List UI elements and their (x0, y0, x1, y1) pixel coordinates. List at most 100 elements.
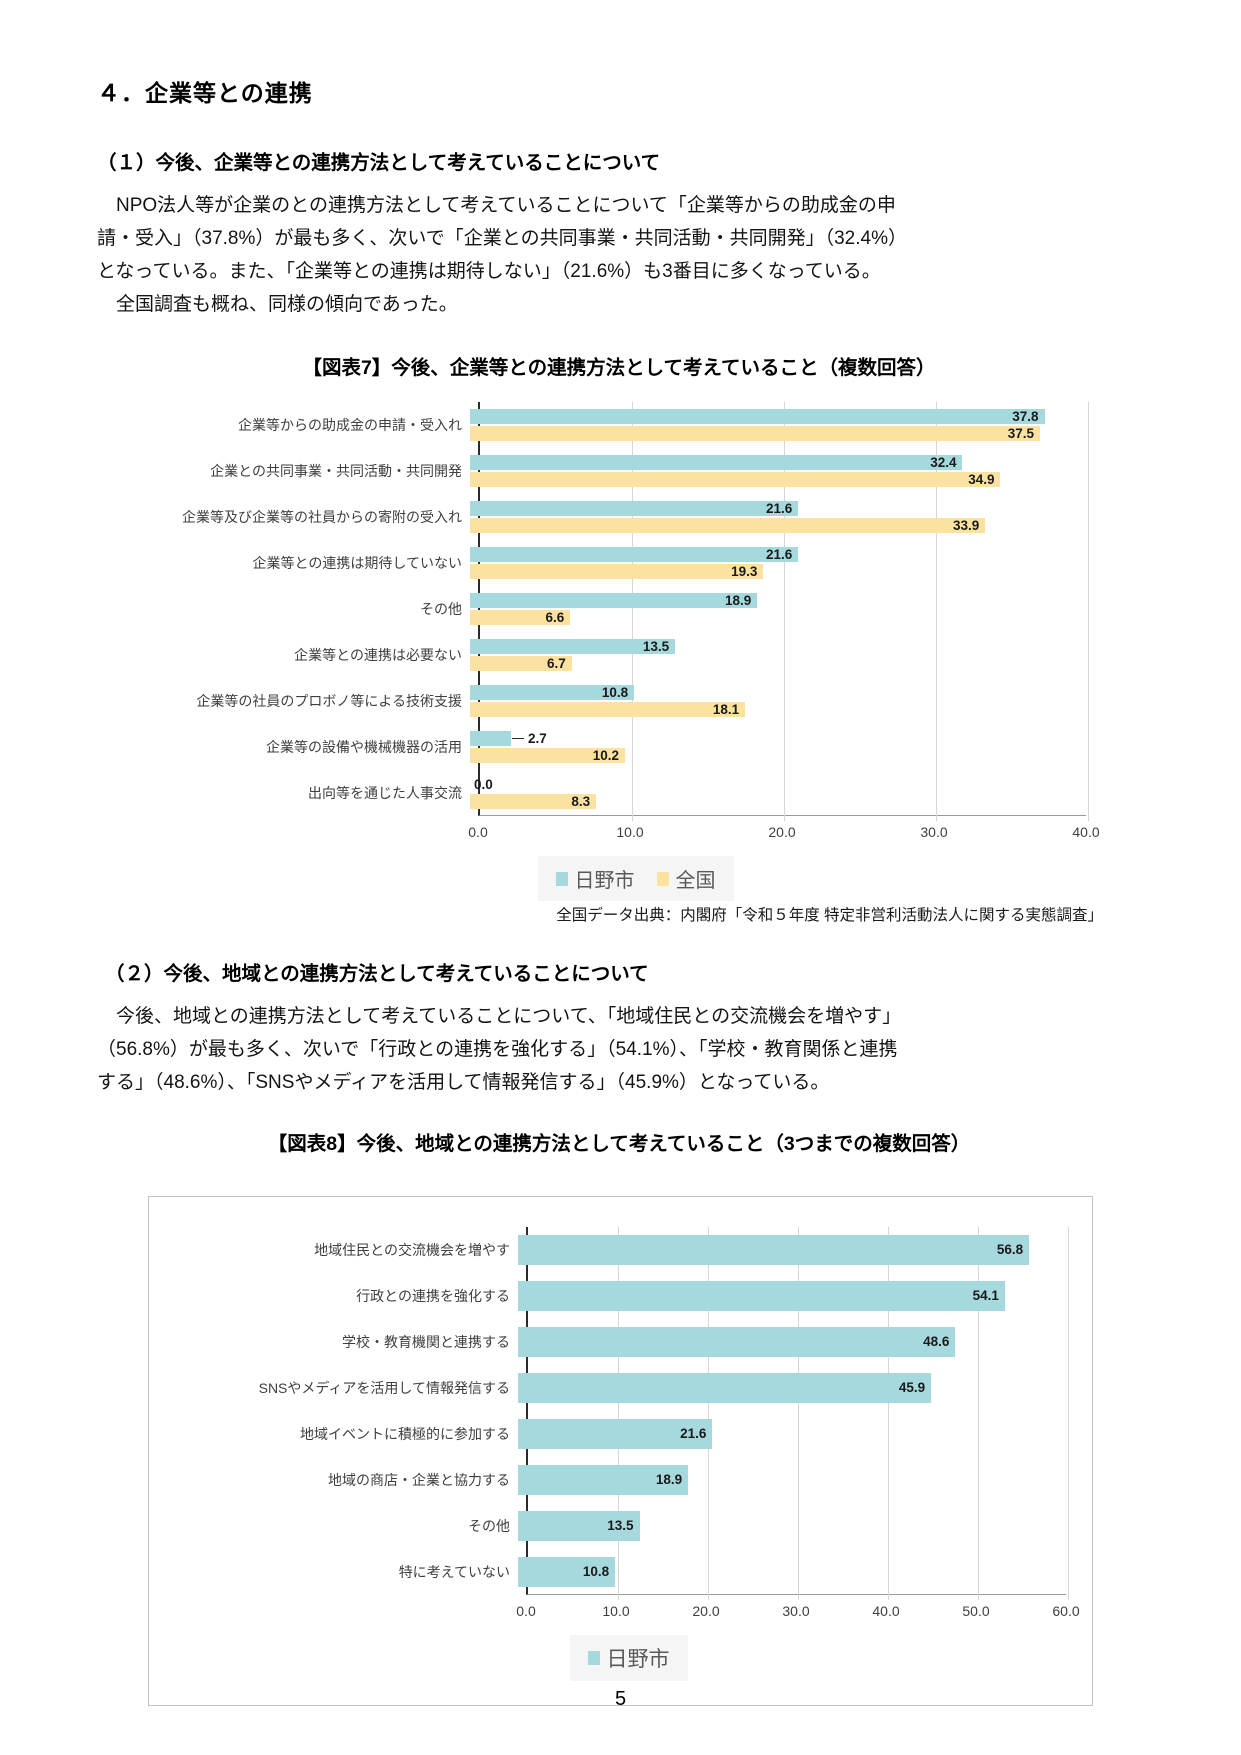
value-label: 54.1 (972, 1288, 999, 1303)
bar-日野市: 54.1 (518, 1281, 1005, 1311)
figure7-legend: 日野市 全国 (130, 856, 1141, 901)
row-bars: 21.6 (518, 1419, 1058, 1449)
bar-日野市: 21.6 (470, 501, 799, 517)
bar-全国: 8.3 (470, 794, 597, 810)
bar-line: 21.6 (518, 1419, 1058, 1449)
value-label: 18.1 (712, 702, 740, 718)
value-label: 48.6 (923, 1334, 950, 1349)
row-bars: 2.7 10.2 (470, 731, 1078, 763)
figure7-chart: 企業等からの助成金の申請・受入れ 37.8 37.5 企業との共同事業・共同活動・共同… (130, 402, 1141, 901)
row-bars: 21.6 33.9 (470, 501, 1078, 533)
page-number: 5 (614, 1688, 627, 1710)
value-label: 13.5 (642, 639, 670, 655)
value-label: 37.8 (1012, 409, 1039, 425)
bar-line: 8.3 (470, 794, 1078, 809)
value-label: 10.8 (582, 1564, 610, 1579)
value-label: 10.2 (592, 748, 620, 764)
figure8-chart: 地域住民との交流機会を増やす 56.8 行政との連携を強化する 54.1 学校・教育機関… (165, 1227, 1092, 1681)
bar-line: 34.9 (470, 472, 1078, 487)
bar-line: 13.5 (470, 639, 1078, 654)
bar-line: 10.8 (470, 685, 1078, 700)
figure8-title: 【図表8】今後、地域との連携方法として考えていること（3つまでの複数回答） (267, 1133, 971, 1155)
figure7-plot-area: 企業等からの助成金の申請・受入れ 37.8 37.5 企業との共同事業・共同活動・共同… (130, 402, 1141, 821)
figure7-source-note: 全国データ出典：内閣府「令和５年度 特定非営利活動法人に関する実態調査」 (556, 907, 1103, 924)
category-label: 行政との連携を強化する (356, 1287, 510, 1304)
gridline (618, 1227, 619, 1600)
bar-line: 18.9 (470, 593, 1078, 608)
figure7-title: 【図表7】今後、企業等との連携方法として考えていること（複数回答） (302, 357, 936, 379)
bar-line: 45.9 (518, 1373, 1058, 1403)
legend-swatch (587, 1651, 600, 1665)
row-bars: 21.6 19.3 (470, 547, 1078, 579)
legend-label: 全国 (675, 870, 716, 892)
x-tick-label: 30.0 (920, 824, 948, 840)
bar-日野市: 21.6 (518, 1419, 713, 1449)
x-tick-label: 20.0 (692, 1603, 720, 1619)
value-label: 8.3 (571, 794, 591, 810)
row-bars: 45.9 (518, 1373, 1058, 1403)
bar-日野市: 56.8 (518, 1235, 1030, 1265)
category-label: 地域イベントに積極的に参加する (300, 1425, 510, 1442)
row-bars: 48.6 (518, 1327, 1058, 1357)
bar-日野市: 48.6 (518, 1327, 956, 1357)
row-bars: 10.8 (518, 1557, 1058, 1587)
gridline (784, 402, 785, 821)
x-tick-label: 0.0 (516, 1603, 536, 1619)
plot-grid (526, 1227, 1069, 1600)
value-label: 33.9 (952, 518, 980, 534)
figure8-plot-area: 地域住民との交流機会を増やす 56.8 行政との連携を強化する 54.1 学校・教育機関… (165, 1227, 1092, 1600)
bar-line: 13.5 (518, 1511, 1058, 1541)
bar-全国: 18.1 (470, 702, 746, 718)
row-bars: 32.4 34.9 (470, 455, 1078, 487)
x-tick-label: 10.0 (602, 1603, 630, 1619)
value-label: 13.5 (607, 1518, 634, 1533)
x-tick-label: 30.0 (782, 1603, 810, 1619)
chart-row: 出向等を通じた人事交流 0.0 8.3 (130, 770, 1141, 816)
bar-line: 6.6 (470, 610, 1078, 625)
value-label: 21.6 (766, 501, 793, 517)
bar-日野市: 13.5 (470, 639, 676, 655)
bar-日野市: 10.8 (470, 685, 635, 700)
bar-line: 18.9 (518, 1465, 1058, 1495)
bar-line: 21.6 (470, 501, 1078, 516)
category-label: 特に考えていない (398, 1563, 510, 1580)
chart-row: 学校・教育機関と連携する 48.6 (165, 1319, 1092, 1365)
value-label: 56.8 (996, 1242, 1024, 1257)
category-label: その他 (468, 1517, 510, 1534)
bar-line: 21.6 (470, 547, 1078, 562)
x-tick-label: 50.0 (962, 1603, 990, 1619)
bar-line: 37.5 (470, 426, 1078, 441)
category-label: 地域の商店・企業と協力する (328, 1471, 510, 1488)
legend-swatch (555, 871, 568, 886)
value-label: 18.9 (655, 1472, 683, 1487)
chart-row: SNSやメディアを活用して情報発信する 45.9 (165, 1365, 1092, 1411)
gridline (632, 402, 633, 821)
bar-全国: 19.3 (470, 564, 764, 579)
bar-日野市: 37.8 (470, 409, 1045, 424)
figure8-x-axis: 0.0 10.0 20.0 30.0 40.0 50.0 60.0 (516, 1597, 1079, 1623)
row-bars: 13.5 (518, 1511, 1058, 1541)
category-label: 出向等を通じた人事交流 (308, 784, 462, 801)
plot-grid (478, 402, 1089, 821)
value-label: 21.6 (766, 547, 793, 563)
legend-label: 日野市 (606, 1648, 670, 1671)
value-label: 37.5 (1007, 426, 1034, 442)
x-tick-label: 60.0 (1052, 1603, 1080, 1619)
chart-row: その他 13.5 (165, 1503, 1092, 1549)
row-bars: 18.9 6.6 (470, 593, 1078, 625)
bar-日野市: 32.4 (470, 455, 963, 471)
category-label: 企業等からの助成金の申請・受入れ (238, 416, 462, 433)
row-bars: 37.8 37.5 (470, 409, 1078, 441)
bar-日野市: 13.5 (518, 1511, 640, 1541)
row-bars: 13.5 6.7 (470, 639, 1078, 671)
chart-row: 企業等の社員のプロボノ等による技術支援 10.8 18.1 (130, 678, 1141, 724)
value-label: 21.6 (680, 1426, 707, 1441)
category-label: その他 (420, 600, 462, 617)
bar-line: 18.1 (470, 702, 1078, 717)
chart-row: 地域イベントに積極的に参加する 21.6 (165, 1411, 1092, 1457)
value-label: 32.4 (930, 455, 957, 471)
legend-label: 日野市 (574, 870, 635, 892)
bar-全国: 10.2 (470, 748, 626, 764)
bar-line: 56.8 (518, 1235, 1058, 1265)
chart-row: 企業等との連携は期待していない 21.6 19.3 (130, 540, 1141, 586)
